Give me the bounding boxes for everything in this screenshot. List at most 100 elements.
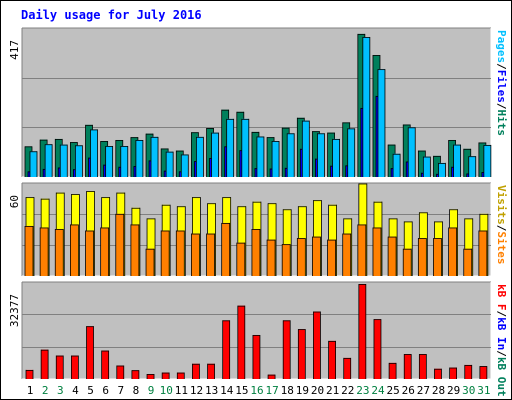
day-label: 26 (402, 384, 415, 397)
kbytes-bar (298, 329, 306, 379)
legend-entry: Visits (495, 185, 508, 225)
pages-bar (135, 139, 143, 177)
hits-bar (418, 150, 426, 177)
day-label: 14 (220, 384, 234, 397)
pages-bar (302, 120, 310, 177)
hits-bar (176, 150, 184, 177)
sites-bar (478, 230, 487, 276)
sites-bar (312, 236, 321, 276)
sites-bar (176, 230, 185, 276)
sites-bar (418, 238, 427, 276)
hits-bar (433, 155, 441, 177)
kbytes-bar (268, 374, 276, 379)
legend-entry: Sites (495, 231, 508, 264)
hits-bar (191, 132, 199, 177)
visits-bar (147, 218, 156, 276)
sites-bar (267, 239, 276, 276)
hits-bar (478, 142, 486, 177)
day-label: 13 (205, 384, 218, 397)
hits-bar (327, 132, 335, 177)
kbytes-bar (101, 350, 109, 379)
hits-bar (206, 128, 214, 177)
pages-bar (423, 156, 431, 177)
sites-bar (342, 233, 351, 276)
sites-bar (372, 227, 381, 276)
day-label: 15 (235, 384, 248, 397)
legend-entry: Pages (495, 30, 508, 63)
legend-entry: Hits (495, 110, 508, 137)
hits-bar (146, 133, 154, 177)
day-label: 3 (57, 384, 64, 397)
kbytes-bar (86, 326, 94, 379)
sites-bar (448, 227, 457, 276)
hits-bar (357, 33, 365, 177)
day-label: 31 (477, 384, 490, 397)
hits-bar (463, 148, 471, 177)
hits-bar (161, 148, 169, 177)
chart-title: Daily usage for July 2016 (21, 8, 202, 22)
hits-bar (236, 111, 244, 177)
kbytes-bar (328, 340, 336, 379)
pages-bar (60, 144, 68, 177)
legend-entry: / (495, 63, 508, 70)
pages-bar (226, 118, 234, 177)
hits-bar (115, 139, 123, 177)
kbytes-bar (222, 320, 230, 379)
day-label: 29 (447, 384, 460, 397)
hits-bar (70, 142, 78, 177)
sites-bar (433, 238, 442, 276)
sites-bar (357, 224, 366, 276)
kbytes-bar (313, 311, 321, 379)
kbytes-bar (252, 334, 260, 379)
pages-bar (166, 151, 174, 177)
hits-legend: Pages/Files/Hits (495, 30, 508, 136)
hits-bar (25, 146, 32, 177)
hits-bar (85, 124, 93, 177)
day-label: 9 (148, 384, 155, 397)
day-label: 5 (87, 384, 94, 397)
day-label: 20 (311, 384, 324, 397)
day-label: 16 (250, 384, 263, 397)
day-label: 19 (296, 384, 309, 397)
pages-bar (438, 162, 446, 177)
kbytes-bar (343, 357, 351, 379)
sites-bar (55, 228, 64, 276)
kbytes-bar (116, 365, 124, 379)
day-label: 21 (326, 384, 339, 397)
sites-bar (236, 242, 245, 276)
pages-bar (90, 129, 98, 177)
hits-bar (40, 139, 48, 177)
day-label: 22 (341, 384, 354, 397)
sites-bar (388, 236, 397, 276)
sites-bar (161, 230, 170, 276)
kbytes-bar (237, 305, 245, 379)
sites-bar (206, 233, 215, 276)
sites-bar (115, 213, 124, 276)
kbytes-bar (283, 320, 291, 379)
sites-bar (130, 224, 139, 276)
sites-bar (70, 224, 79, 276)
hits-bar (388, 144, 396, 177)
pages-bar (393, 153, 401, 177)
legend-entry: kB F (495, 284, 508, 311)
kbytes-max-label: 32377 (8, 294, 21, 327)
pages-bar (408, 127, 416, 177)
pages-bar (211, 132, 219, 177)
kbytes-bar (389, 362, 397, 379)
legend-entry: / (495, 350, 508, 357)
kbytes-legend: kB F/kB In/kB Out (495, 284, 508, 397)
legend-entry: / (495, 225, 508, 232)
hits-bar (312, 131, 320, 177)
kbytes-bar (207, 363, 215, 379)
sites-bar (251, 228, 260, 276)
hits-bar (448, 139, 456, 177)
hits-max-label: 417 (8, 40, 21, 60)
visits-bar (237, 206, 246, 276)
day-label: 2 (42, 384, 49, 397)
kbytes-bar (26, 369, 33, 379)
pages-bar (332, 138, 340, 177)
visits-max-label: 60 (8, 195, 21, 208)
hits-bar (297, 117, 305, 177)
day-label: 24 (371, 384, 385, 397)
